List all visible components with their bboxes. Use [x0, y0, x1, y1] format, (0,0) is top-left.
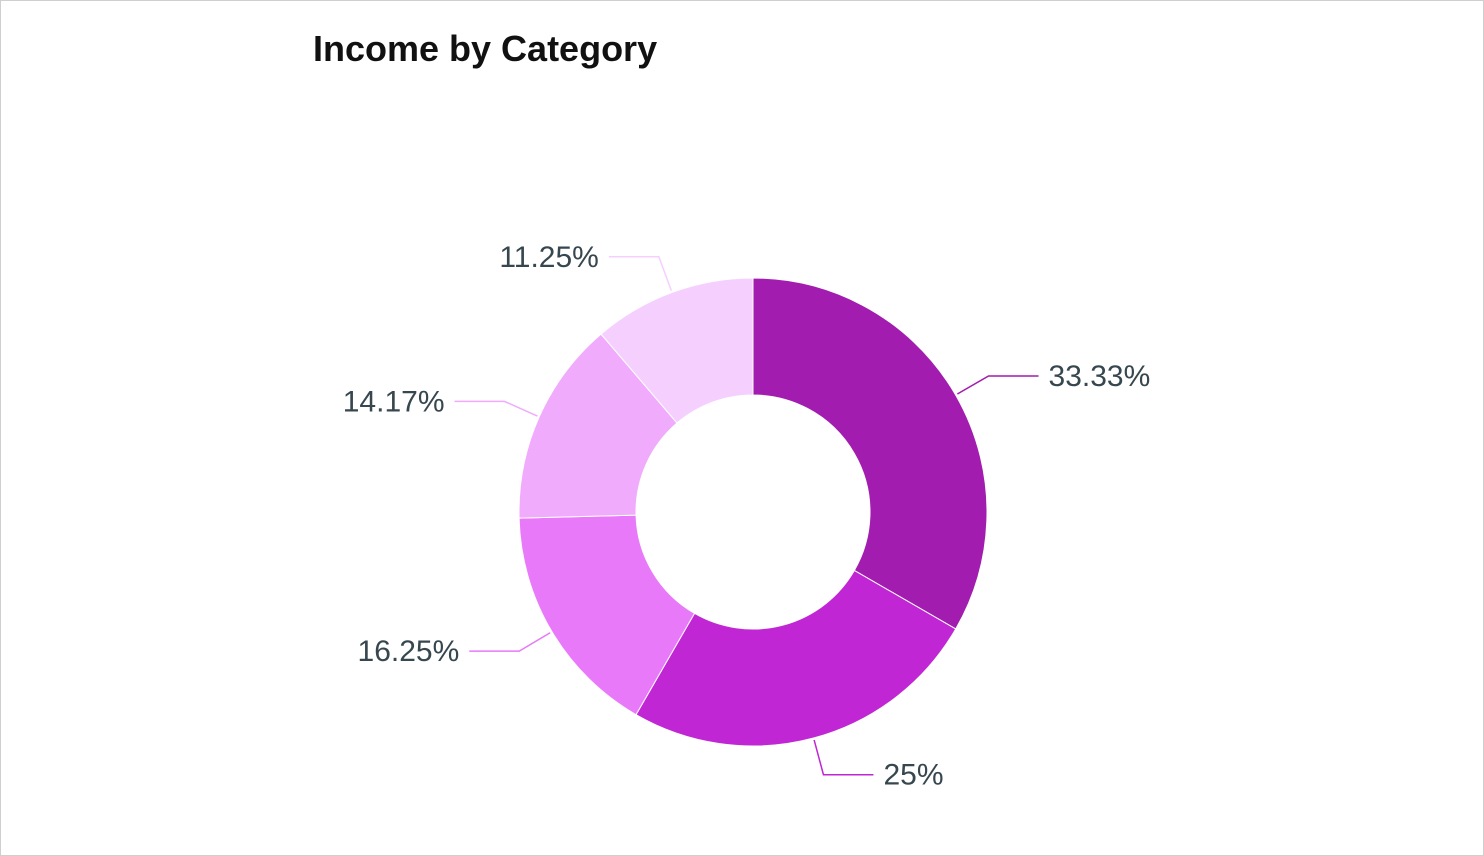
slice-label: 11.25%	[499, 241, 599, 274]
slice-label: 14.17%	[343, 385, 445, 418]
label-leader-line	[608, 256, 673, 291]
label-leader-line	[813, 739, 874, 776]
label-leader-line	[469, 632, 551, 652]
slice-label: 25%	[883, 759, 943, 792]
donut-slice[interactable]	[518, 333, 678, 519]
donut-slice[interactable]	[518, 514, 696, 716]
label-leader-line	[956, 375, 1039, 395]
donut-slice[interactable]	[600, 277, 754, 424]
slice-label: 16.25%	[358, 635, 460, 668]
donut-slice[interactable]	[635, 569, 957, 747]
chart-title: Income by Category	[313, 28, 658, 69]
label-leader-line	[454, 400, 538, 417]
donut-slice[interactable]	[752, 277, 988, 630]
slice-label: 33.33%	[1049, 360, 1151, 393]
